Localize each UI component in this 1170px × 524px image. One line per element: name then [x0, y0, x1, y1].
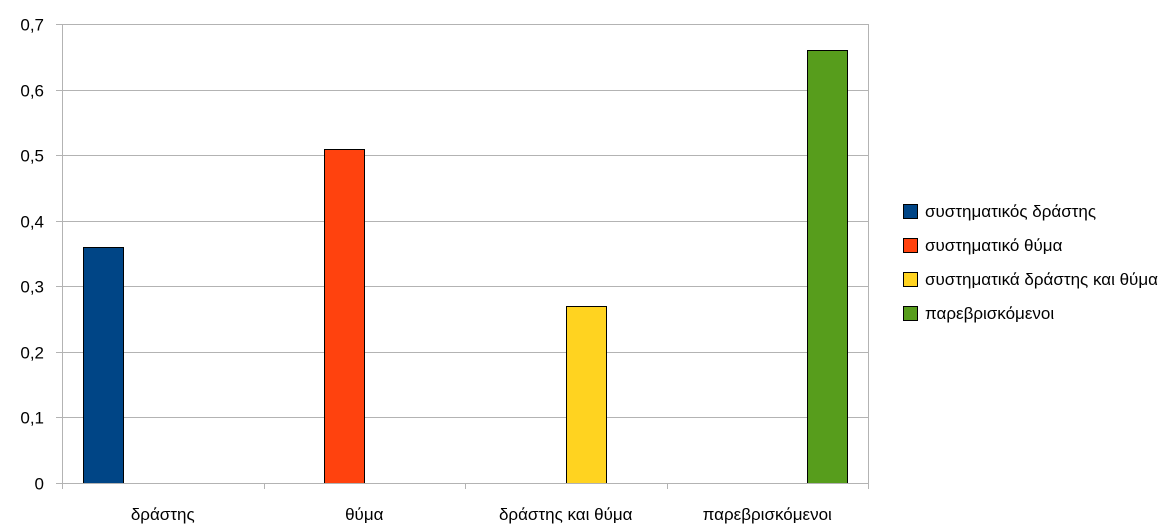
gridlines — [56, 24, 868, 484]
legend-label: παρεβρισκόμενοι — [925, 304, 1054, 323]
y-tick-label: 0,6 — [20, 82, 44, 101]
legend-swatch — [903, 306, 918, 321]
legend-swatch — [903, 204, 918, 219]
legend-label: συστηματικό θύμα — [925, 236, 1063, 255]
y-tick-label: 0,7 — [20, 16, 44, 35]
x-tick-label: παρεβρισκόμενοι — [703, 505, 832, 524]
bar-3 — [566, 306, 607, 484]
bar-4 — [807, 50, 848, 484]
legend-label-line: παρεβρισκόμενοι — [925, 304, 1054, 323]
y-tick-label: 0,5 — [20, 147, 44, 166]
y-tick-label: 0,2 — [20, 344, 44, 363]
axes: 0 0,1 0,2 0,3 0,4 0,5 0,6 0,7 δράστης θύμα δράστης… — [20, 16, 869, 524]
x-tick-label: δράστης και θύμα — [499, 505, 633, 524]
legend-swatch — [903, 272, 918, 287]
y-tick-label: 0 — [35, 475, 44, 494]
legend: συστηματικός δράστης συστηματικό θύμα συστ… — [903, 202, 1158, 323]
bars — [83, 50, 848, 484]
y-tick-label: 0,4 — [20, 213, 44, 232]
legend-swatch — [903, 238, 918, 253]
y-tick-label: 0,3 — [20, 278, 44, 297]
legend-label-line: συστηματικά δράστης και θύμα — [925, 270, 1158, 289]
legend-label: συστηματικά δράστης και θύμα — [925, 270, 1158, 289]
x-tick-label: θύμα — [345, 505, 384, 524]
y-tick-label: 0,1 — [20, 409, 44, 428]
legend-label-line: συστηματικός δράστης — [925, 202, 1096, 221]
x-tick-label: δράστης — [131, 505, 195, 524]
legend-label: συστηματικός δράστης — [925, 202, 1096, 221]
bar-1 — [83, 247, 124, 484]
legend-label-line: συστηματικό θύμα — [925, 236, 1063, 255]
bar-2 — [324, 149, 365, 484]
